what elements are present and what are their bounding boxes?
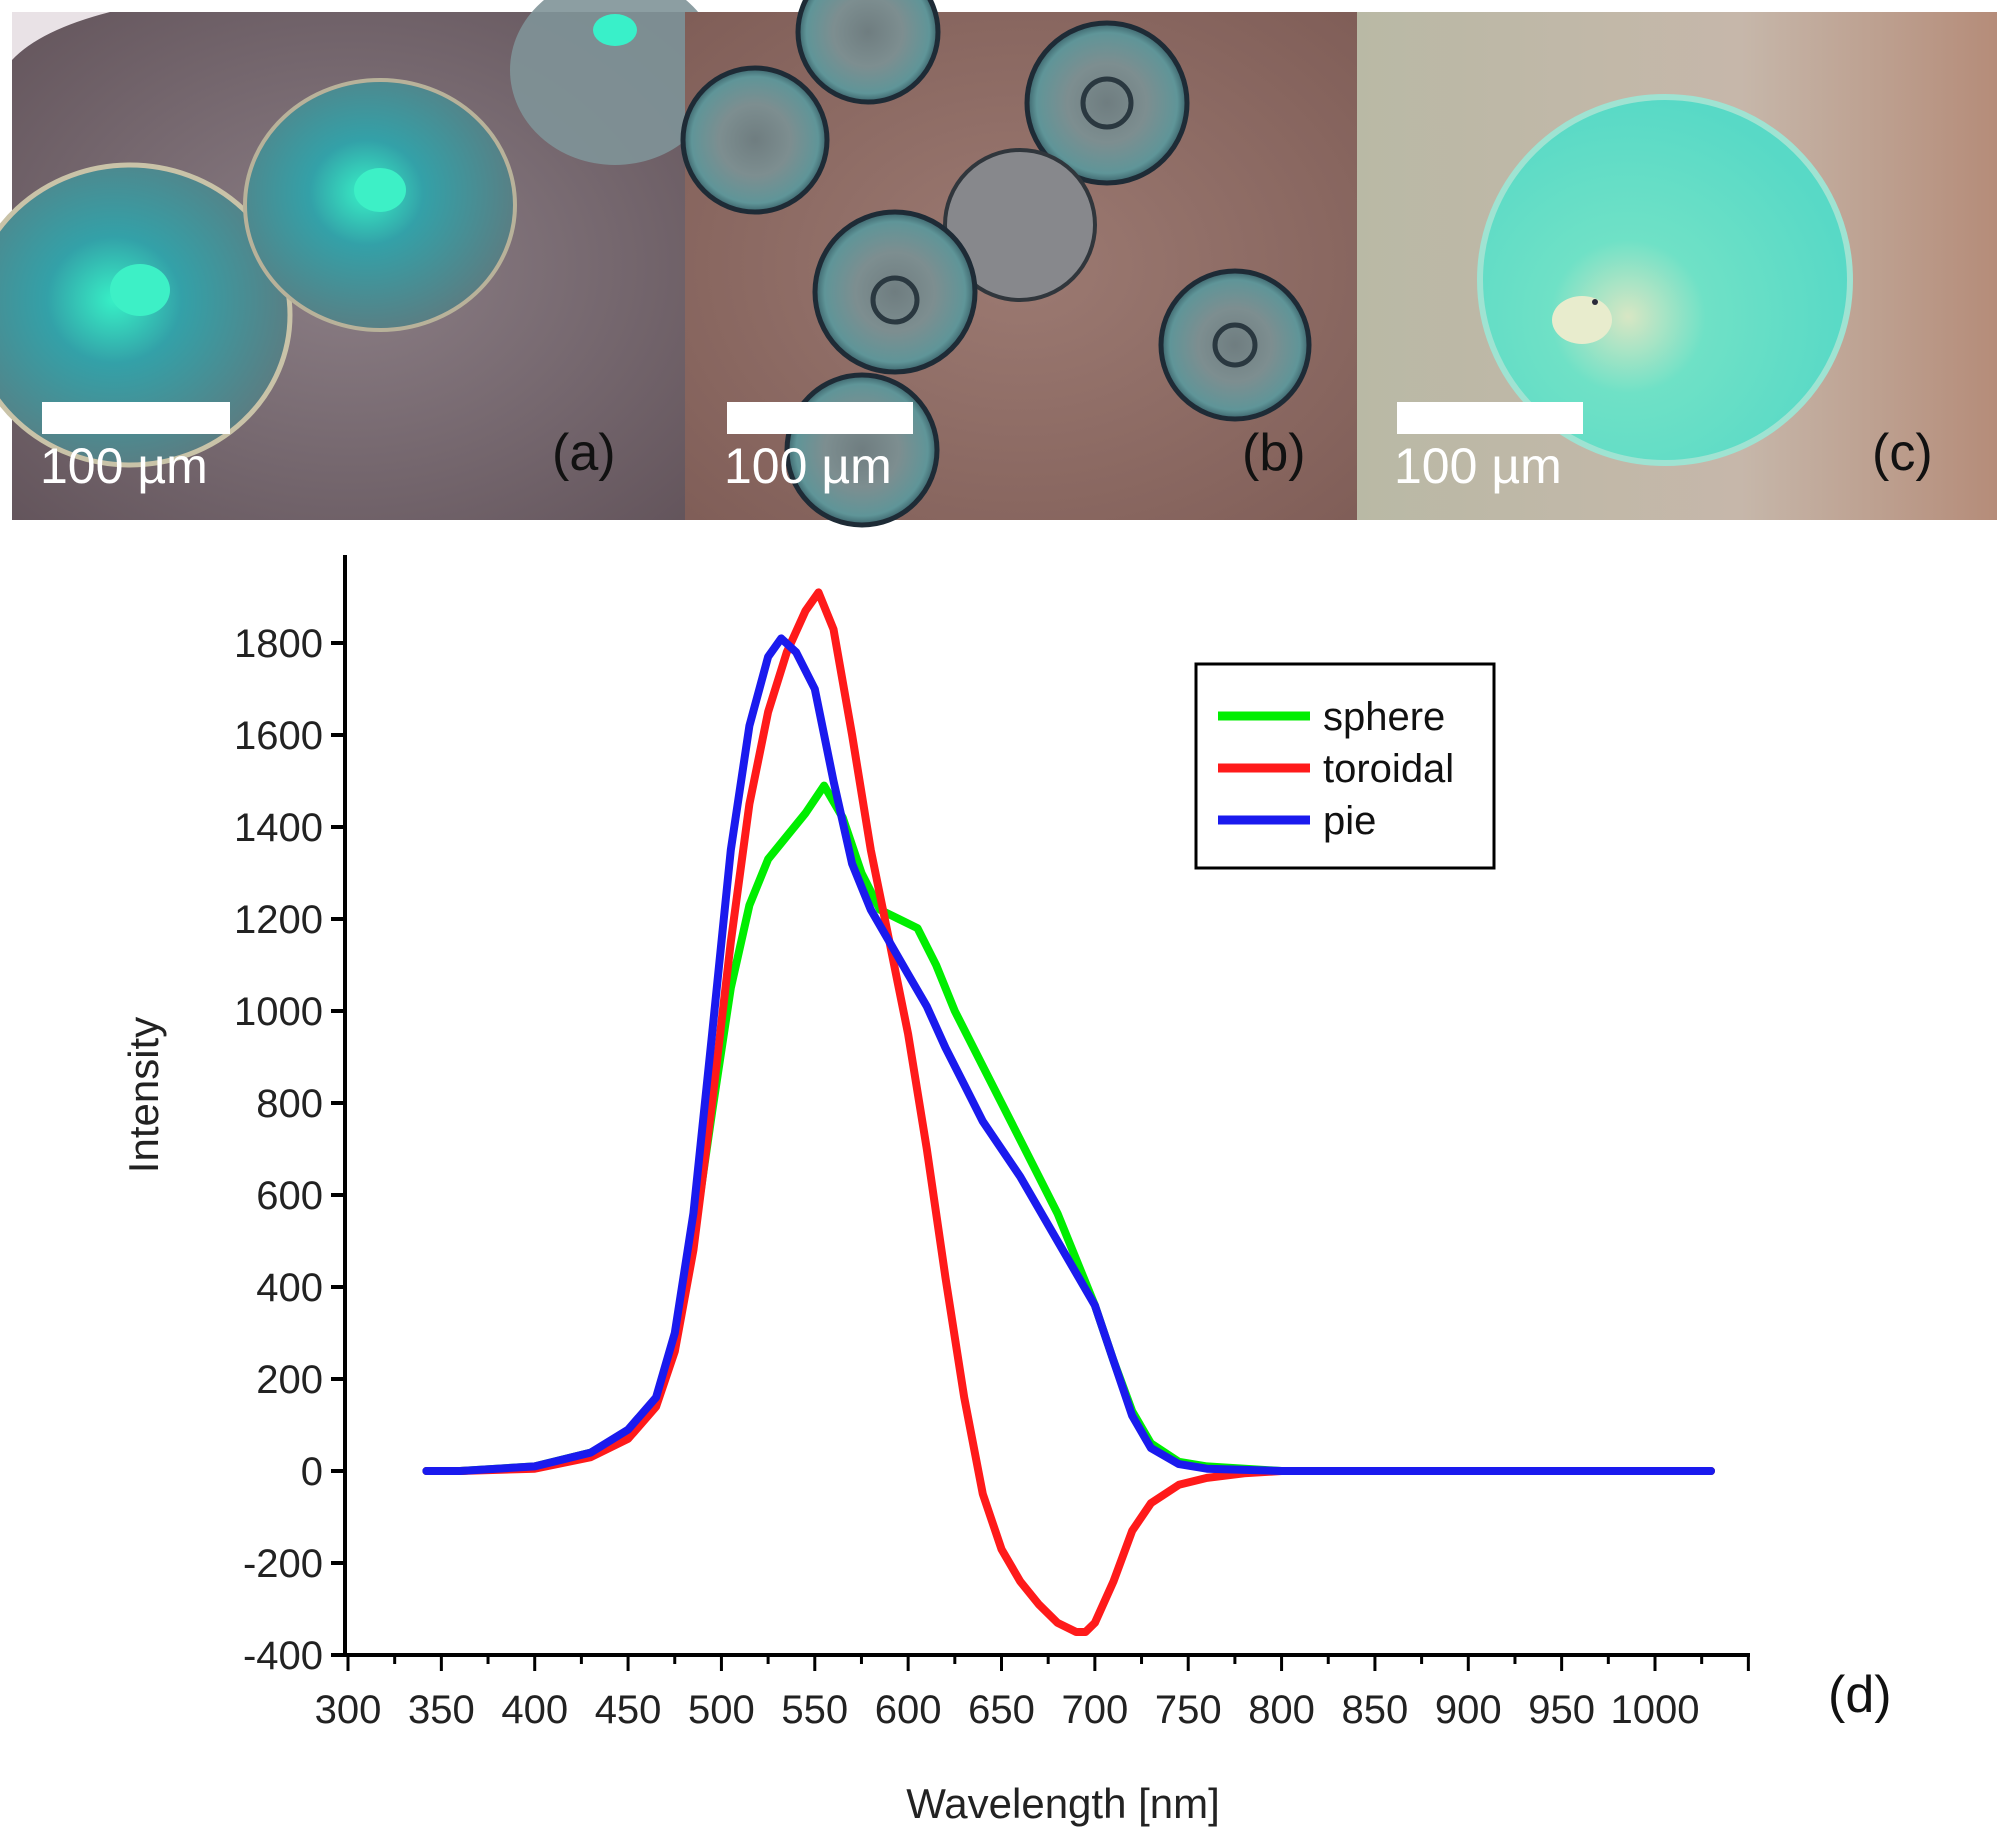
series-layer [422, 588, 1715, 1636]
legend-label-toroidal: toroidal [1323, 747, 1454, 791]
series-line-sphere [422, 781, 1715, 1475]
micrograph-panel-a: 100 µm (a) [0, 0, 720, 520]
scale-bar-b [727, 402, 913, 434]
x-tick-label: 1000 [1611, 1688, 1700, 1732]
y-axis-title: Intensity [120, 1017, 167, 1173]
x-tick-label: 350 [408, 1688, 475, 1732]
y-tick-label: 0 [301, 1450, 323, 1494]
x-tick-label: 900 [1435, 1688, 1502, 1732]
micrograph-a-glare [12, 12, 110, 60]
scale-label-b: 100 µm [724, 438, 892, 494]
droplet-b5 [812, 209, 978, 375]
droplet-b6 [1158, 268, 1312, 422]
droplet-b4 [943, 148, 1097, 302]
series-line-pie [422, 634, 1715, 1475]
micrograph-panel-b: 100 µm (b) [680, 0, 1357, 528]
legend-items: sphere toroidal pie [1218, 695, 1454, 843]
droplet-b5-ring [870, 275, 920, 325]
y-tick-label: -400 [243, 1634, 323, 1678]
y-tick-label: 800 [256, 1082, 323, 1126]
y-tick-label: 1600 [234, 714, 323, 758]
droplet-b1 [680, 65, 830, 215]
legend-label-sphere: sphere [1323, 695, 1445, 739]
x-tick-label: 600 [875, 1688, 942, 1732]
droplet-b2 [795, 0, 941, 105]
panel-label-d: (d) [1828, 1666, 1892, 1724]
scale-bar-c [1397, 402, 1583, 434]
x-tick-label: 950 [1528, 1688, 1595, 1732]
droplet-a3 [510, 0, 720, 165]
droplet-c1-highlight [1552, 296, 1612, 344]
y-tick-label: 200 [256, 1358, 323, 1402]
x-tick-label: 750 [1155, 1688, 1222, 1732]
droplet-a2-core [354, 168, 406, 212]
droplet-c1-dot [1592, 299, 1598, 305]
scale-label-a: 100 µm [40, 438, 208, 494]
x-tick-label: 300 [315, 1688, 382, 1732]
x-tick-label: 450 [595, 1688, 662, 1732]
panel-label-a: (a) [552, 424, 616, 482]
legend: sphere toroidal pie [1194, 662, 1496, 870]
droplet-b3-ring [1080, 76, 1134, 130]
droplet-b6-ring [1212, 322, 1258, 368]
legend-label-pie: pie [1323, 799, 1376, 843]
y-tick-label: 1400 [234, 806, 323, 850]
y-tick-label: 1800 [234, 622, 323, 666]
y-tick-label: 1200 [234, 898, 323, 942]
series-line-toroidal [422, 588, 1715, 1636]
y-tick-label: -200 [243, 1542, 323, 1586]
droplet-b3 [1024, 20, 1190, 186]
x-tick-label: 550 [781, 1688, 848, 1732]
droplet-a1-core [110, 264, 170, 316]
x-axis-title: Wavelength [nm] [906, 1780, 1220, 1827]
y-tick-label: 400 [256, 1266, 323, 1310]
y-tick-label: 600 [256, 1174, 323, 1218]
panel-label-b: (b) [1242, 424, 1306, 482]
x-tick-label: 700 [1061, 1688, 1128, 1732]
x-tick-label: 400 [501, 1688, 568, 1732]
x-axis-ticks: 300 350 400 450 500 550 600 650 700 750 800 850 900 9… [315, 1655, 1750, 1732]
x-tick-label: 850 [1342, 1688, 1409, 1732]
micrograph-panel-c: 100 µm (c) [1357, 12, 1997, 520]
scale-label-c: 100 µm [1394, 438, 1562, 494]
scale-bar-a [42, 402, 230, 434]
y-axis-ticks: -400 -200 0 200 400 600 800 1000 1200 1400 1600 180… [234, 622, 345, 1678]
x-tick-label: 800 [1248, 1688, 1315, 1732]
x-tick-label: 650 [968, 1688, 1035, 1732]
x-tick-label: 500 [688, 1688, 755, 1732]
panel-label-c: (c) [1872, 424, 1933, 482]
droplet-c1 [1477, 94, 1853, 466]
y-tick-label: 1000 [234, 990, 323, 1034]
droplet-a3-spot [593, 14, 637, 46]
spectrum-chart: -400 -200 0 200 400 600 800 1000 1200 1400 1600 180… [120, 555, 1892, 1827]
